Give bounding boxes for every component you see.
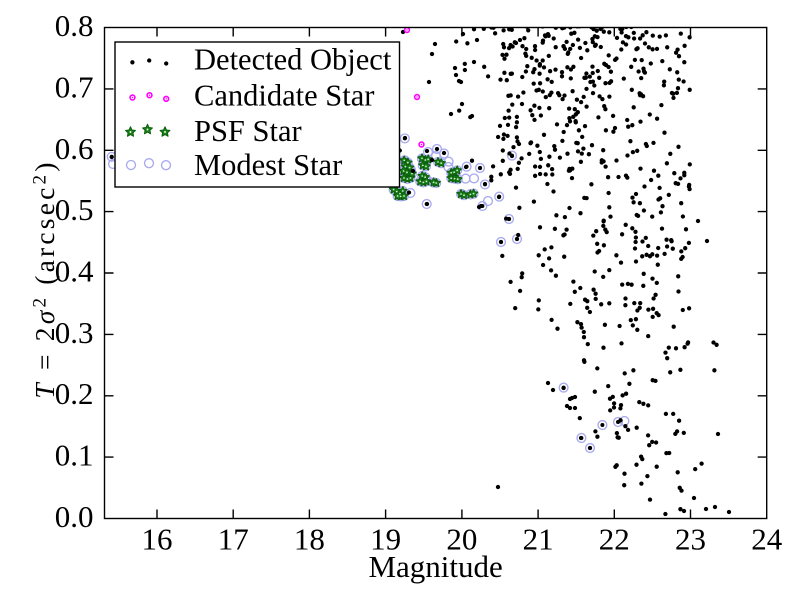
svg-text:18: 18 — [294, 522, 325, 557]
svg-text:Modest Star: Modest Star — [194, 148, 342, 182]
svg-text:21: 21 — [523, 522, 554, 557]
svg-text:17: 17 — [218, 522, 249, 557]
svg-text:PSF Star: PSF Star — [194, 114, 302, 148]
svg-text:19: 19 — [370, 522, 401, 557]
svg-text:Candidate Star: Candidate Star — [194, 79, 374, 113]
svg-text:0.4: 0.4 — [55, 254, 94, 289]
svg-text:22: 22 — [599, 522, 630, 557]
svg-text:23: 23 — [675, 522, 706, 557]
svg-text:0.3: 0.3 — [55, 315, 94, 350]
svg-text:16: 16 — [142, 522, 173, 557]
svg-text:0.6: 0.6 — [55, 131, 94, 166]
svg-text:T = 2σ2 (arcsec2): T = 2σ2 (arcsec2) — [29, 159, 60, 398]
svg-text:0.8: 0.8 — [55, 8, 94, 43]
svg-text:Magnitude: Magnitude — [368, 549, 502, 584]
svg-text:0.2: 0.2 — [55, 376, 94, 411]
svg-text:24: 24 — [751, 522, 783, 557]
svg-text:0.7: 0.7 — [55, 69, 94, 104]
svg-text:20: 20 — [446, 522, 477, 557]
svg-text:0.5: 0.5 — [55, 192, 94, 227]
svg-text:0.1: 0.1 — [55, 438, 94, 473]
svg-text:Detected Object: Detected Object — [194, 43, 392, 77]
svg-text:0.0: 0.0 — [55, 499, 94, 534]
